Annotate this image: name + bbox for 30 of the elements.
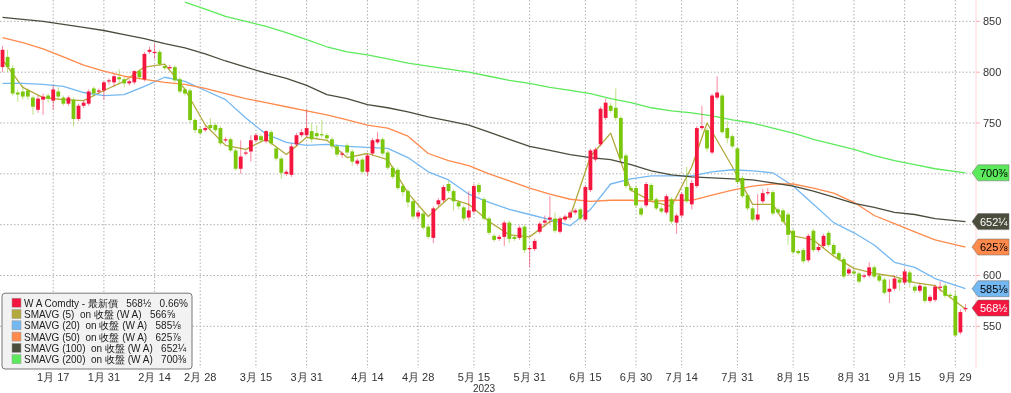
x-tick-label: 1月 31 [87, 371, 121, 383]
x-tick-label: 6月 30 [619, 371, 653, 383]
x-tick-label: 9月 15 [888, 371, 921, 383]
y-tick-label: 850 [983, 15, 1002, 28]
legend-label: SMAVG (50) on 收盤 (W A) 625⅞ [24, 331, 182, 343]
legend-label: SMAVG (200) on 收盤 (W A) 700⅜ [24, 354, 187, 366]
x-tick-label: 4月 14 [351, 371, 384, 383]
x-axis-title: 2023 [472, 383, 496, 393]
legend-label: SMAVG (20) on 收盤 (W A) 585⅛ [24, 320, 182, 332]
x-tick-label: 7月 31 [721, 371, 754, 383]
x-tick-label: 7月 14 [665, 371, 698, 383]
y-tick-label: 750 [983, 117, 1002, 130]
y-tick-label: 600 [983, 269, 1002, 282]
y-tick-label: 550 [983, 320, 1002, 333]
x-tick-label: 1月 17 [37, 371, 70, 383]
x-tick-label: 5月 15 [457, 371, 491, 383]
x-tick-label: 6月 15 [569, 371, 602, 383]
legend-label: W A Comdty - 最新價 568½ 0.66% [24, 297, 189, 309]
x-tick-label: 3月 31 [290, 371, 323, 383]
x-tick-label: 2月 28 [183, 371, 217, 383]
x-tick-label: 9月 29 [939, 371, 972, 383]
x-tick-label: 8月 15 [776, 371, 810, 383]
legend-label: SMAVG (100) on 收盤 (W A) 652¼ [24, 342, 187, 354]
x-tick-label: 3月 15 [239, 371, 273, 383]
y-tick-label: 800 [983, 66, 1002, 79]
x-tick-label: 8月 31 [837, 371, 871, 383]
legend-label: SMAVG (5) on 收盤 (W A) 566⅝ [24, 309, 176, 320]
x-tick-label: 2月 14 [138, 371, 171, 383]
x-tick-label: 5月 31 [513, 371, 546, 383]
x-tick-label: 4月 28 [401, 371, 435, 383]
